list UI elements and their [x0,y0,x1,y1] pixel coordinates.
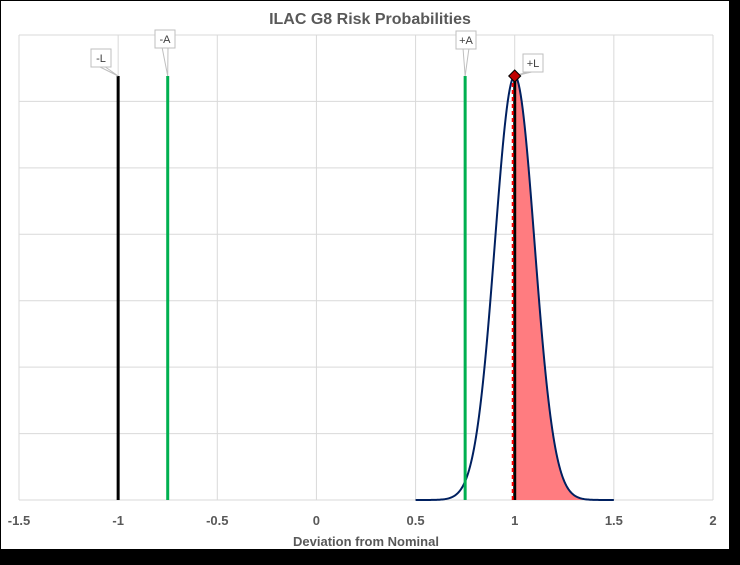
x-tick-label: -1.5 [8,513,30,528]
callout-label--A: -A [160,34,172,46]
x-tick-label: -0.5 [206,513,228,528]
chart-canvas [0,0,729,549]
risk-area [514,76,614,500]
callout-leader [462,47,470,77]
x-axis-ticks: -1.5 -1 -0.5 0 0.5 1 1.5 2 [8,513,717,528]
callout-label-+A: +A [459,35,473,47]
x-tick-label: 0 [313,513,320,528]
x-tick-label: 1 [511,513,518,528]
x-tick-label: 1.5 [605,513,623,528]
callout-leader [161,46,169,77]
callout-box [90,48,112,68]
callout-label--L: -L [96,53,106,65]
chart-title: ILAC G8 Risk Probabilities [269,11,471,28]
x-tick-label: 0.5 [407,513,425,528]
limit-lines: -L -A +A +L [90,29,544,500]
callout-label-+L: +L [527,58,540,70]
callout-box [455,30,477,50]
diamond-marker-icon [508,69,522,83]
callout-box [522,53,544,73]
callout-box [154,29,176,49]
callout-leader [97,65,119,77]
x-tick-label: -1 [112,513,124,528]
x-axis-label: Deviation from Nominal [293,534,439,549]
risk-area-fill [514,76,614,500]
gridlines [18,34,714,501]
x-tick-label: 2 [709,513,716,528]
